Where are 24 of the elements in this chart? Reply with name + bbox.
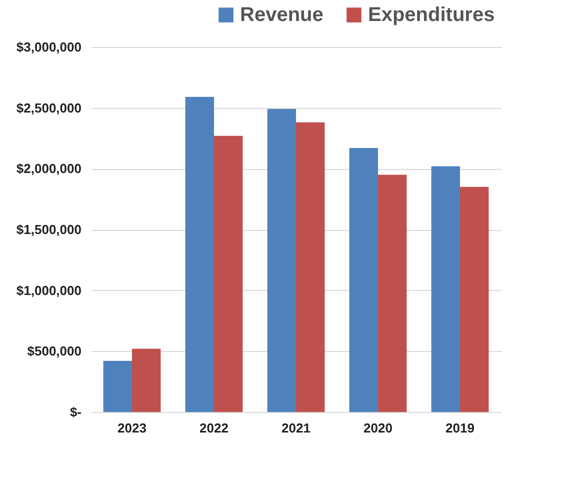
y-tick-label: $500,000 <box>27 344 82 359</box>
bar <box>296 122 325 412</box>
bar <box>460 186 489 412</box>
bar <box>431 166 460 412</box>
y-tick-label: $- <box>70 404 82 420</box>
bar <box>185 96 214 412</box>
legend-label: Expenditures <box>368 4 495 26</box>
y-tick-label: $2,500,000 <box>16 100 82 116</box>
y-tick-label: $1,000,000 <box>16 282 82 298</box>
x-tick-label: 2020 <box>364 420 392 436</box>
bar <box>267 109 296 412</box>
y-tick-label: $1,500,000 <box>16 222 82 237</box>
bar <box>103 360 132 412</box>
x-tick-label: 2023 <box>118 420 146 436</box>
bar <box>349 148 378 412</box>
x-tick-label: 2021 <box>282 420 310 436</box>
legend-label: Revenue <box>240 4 324 26</box>
bar <box>132 348 161 412</box>
y-tick-label: $3,000,000 <box>16 40 82 54</box>
bar <box>214 136 243 412</box>
bar <box>378 174 407 412</box>
x-tick-label: 2022 <box>200 420 228 436</box>
y-tick-label: $2,000,000 <box>16 161 82 176</box>
x-tick-label: 2019 <box>446 420 474 436</box>
